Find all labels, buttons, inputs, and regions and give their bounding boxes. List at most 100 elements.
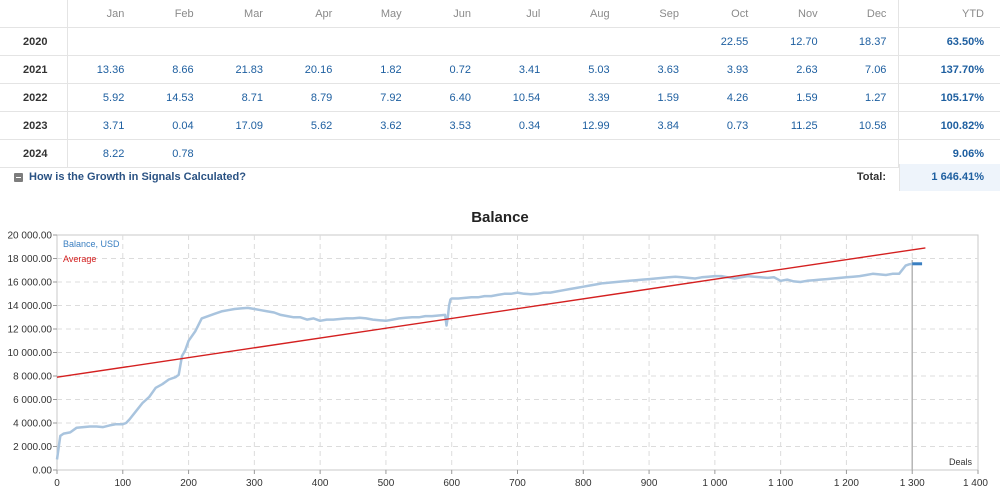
year-cell: 2021 — [0, 55, 68, 84]
average-line — [56, 247, 926, 378]
month-header-nov: Nov — [760, 0, 830, 28]
month-value-cell[interactable]: 3.41 — [482, 55, 553, 84]
month-value-cell[interactable]: 3.53 — [413, 111, 483, 140]
year-cell: 2023 — [0, 111, 68, 140]
month-value-cell — [760, 139, 830, 168]
month-value-cell — [274, 27, 345, 56]
month-header-sep: Sep — [621, 0, 691, 28]
month-value-cell[interactable]: 1.59 — [621, 83, 691, 112]
month-value-cell[interactable]: 10.54 — [482, 83, 553, 112]
month-value-cell[interactable]: 1.59 — [760, 83, 830, 112]
x-axis-label: Deals — [949, 457, 973, 467]
month-value-cell[interactable]: 7.92 — [344, 83, 414, 112]
year-cell: 2022 — [0, 83, 68, 112]
month-header-jun: Jun — [413, 0, 483, 28]
month-value-cell[interactable]: 22.55 — [690, 27, 761, 56]
month-value-cell[interactable]: 0.04 — [136, 111, 206, 140]
total-value: 1 646.41% — [899, 164, 1000, 191]
month-value-cell[interactable]: 3.84 — [621, 111, 691, 140]
month-header-dec: Dec — [829, 0, 899, 28]
x-tick-label: 200 — [180, 478, 197, 489]
month-value-cell[interactable]: 0.73 — [690, 111, 761, 140]
year-cell: 2024 — [0, 139, 68, 168]
month-value-cell[interactable]: 5.92 — [67, 83, 137, 112]
month-value-cell[interactable]: 4.26 — [690, 83, 761, 112]
month-value-cell[interactable]: 1.82 — [344, 55, 414, 84]
month-value-cell[interactable]: 11.25 — [760, 111, 830, 140]
month-value-cell[interactable]: 3.71 — [67, 111, 137, 140]
y-tick-label: 18 000.00 — [8, 254, 53, 265]
month-header-aug: Aug — [552, 0, 622, 28]
month-value-cell[interactable]: 5.62 — [274, 111, 345, 140]
month-header-feb: Feb — [136, 0, 206, 28]
x-tick-label: 600 — [443, 478, 460, 489]
y-tick-label: 2 000.00 — [13, 442, 52, 453]
month-value-cell[interactable]: 12.70 — [760, 27, 830, 56]
month-value-cell[interactable]: 3.39 — [552, 83, 622, 112]
month-value-cell[interactable]: 3.63 — [621, 55, 691, 84]
ytd-value-cell: 137.70% — [898, 55, 1000, 84]
expand-icon[interactable] — [14, 172, 23, 182]
x-tick-label: 0 — [54, 478, 60, 489]
month-value-cell[interactable]: 0.34 — [482, 111, 553, 140]
month-value-cell — [621, 139, 691, 168]
table-row: 2020 22.55 12.70 18.37 63.50% — [0, 27, 1000, 56]
x-tick-label: 300 — [246, 478, 263, 489]
month-value-cell[interactable]: 21.83 — [205, 55, 275, 84]
y-tick-label: 12 000.00 — [8, 325, 53, 336]
month-value-cell[interactable]: 17.09 — [205, 111, 275, 140]
month-value-cell[interactable]: 2.63 — [760, 55, 830, 84]
month-value-cell — [205, 27, 275, 56]
month-value-cell[interactable]: 20.16 — [274, 55, 345, 84]
month-header-jul: Jul — [482, 0, 553, 28]
month-value-cell[interactable]: 8.71 — [205, 83, 275, 112]
table-row: 2021 13.36 8.66 21.83 20.16 1.82 0.72 3.41 5.03 3… — [0, 55, 1000, 84]
month-value-cell[interactable]: 0.78 — [136, 139, 206, 168]
month-value-cell — [205, 139, 275, 168]
month-value-cell[interactable]: 1.27 — [829, 83, 899, 112]
legend-average[interactable]: Average — [63, 254, 96, 264]
growth-help-link[interactable]: How is the Growth in Signals Calculated? — [14, 168, 246, 186]
month-value-cell[interactable]: 8.22 — [67, 139, 137, 168]
table-header-row: Jan Feb Mar Apr May Jun Jul Aug Sep Oct Nov Dec YTD — [0, 0, 1000, 28]
y-tick-label: 16 000.00 — [8, 278, 53, 289]
x-tick-label: 500 — [378, 478, 395, 489]
month-header-oct: Oct — [690, 0, 761, 28]
x-tick-label: 1 000 — [702, 478, 727, 489]
y-tick-label: 4 000.00 — [13, 419, 52, 430]
year-cell: 2020 — [0, 27, 68, 56]
month-value-cell[interactable]: 12.99 — [552, 111, 622, 140]
month-value-cell[interactable]: 3.93 — [690, 55, 761, 84]
month-value-cell[interactable]: 8.79 — [274, 83, 345, 112]
month-value-cell[interactable]: 6.40 — [413, 83, 483, 112]
balance-line — [55, 262, 913, 460]
growth-help-label[interactable]: How is the Growth in Signals Calculated? — [29, 171, 246, 183]
month-value-cell[interactable]: 5.03 — [552, 55, 622, 84]
month-value-cell — [482, 27, 553, 56]
month-value-cell[interactable]: 3.62 — [344, 111, 414, 140]
x-tick-label: 1 200 — [834, 478, 859, 489]
month-value-cell[interactable]: 8.66 — [136, 55, 206, 84]
x-tick-label: 1 400 — [963, 478, 988, 489]
x-tick-label: 400 — [312, 478, 329, 489]
month-value-cell — [136, 27, 206, 56]
y-tick-label: 8 000.00 — [13, 372, 52, 383]
y-tick-label: 0.00 — [33, 466, 53, 477]
month-value-cell[interactable]: 0.72 — [413, 55, 483, 84]
month-value-cell — [413, 27, 483, 56]
x-tick-label: 1 300 — [900, 478, 925, 489]
month-value-cell[interactable]: 18.37 — [829, 27, 899, 56]
month-value-cell[interactable]: 10.58 — [829, 111, 899, 140]
ytd-value-cell: 63.50% — [898, 27, 1000, 56]
month-value-cell[interactable]: 13.36 — [67, 55, 137, 84]
month-value-cell — [482, 139, 553, 168]
ytd-value-cell: 100.82% — [898, 111, 1000, 140]
month-value-cell[interactable]: 14.53 — [136, 83, 206, 112]
month-header-jan: Jan — [67, 0, 137, 28]
x-tick-label: 800 — [575, 478, 592, 489]
month-value-cell — [690, 139, 761, 168]
legend-balance[interactable]: Balance, USD — [63, 239, 120, 249]
y-tick-label: 20 000.00 — [8, 231, 53, 242]
month-value-cell[interactable]: 7.06 — [829, 55, 899, 84]
